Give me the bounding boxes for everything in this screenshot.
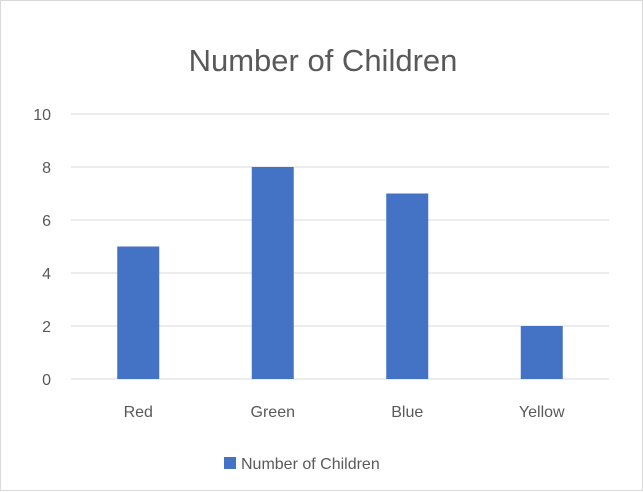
y-tick-label: 0 xyxy=(42,372,51,389)
gridlines xyxy=(71,113,609,380)
x-tick-label: Green xyxy=(251,404,295,421)
x-tick-label: Red xyxy=(124,404,153,421)
legend: Number of Children xyxy=(224,456,380,473)
bars xyxy=(117,167,563,379)
bar-red xyxy=(117,246,160,379)
y-tick-label: 8 xyxy=(42,160,51,177)
x-axis-ticks: Red Green Blue Yellow xyxy=(124,404,565,421)
x-tick-label: Blue xyxy=(391,404,423,421)
y-tick-label: 2 xyxy=(42,319,51,336)
x-tick-label: Yellow xyxy=(519,404,565,421)
legend-swatch xyxy=(224,457,236,469)
bar-blue xyxy=(386,193,429,379)
bar-yellow xyxy=(520,326,563,379)
y-tick-label: 10 xyxy=(33,107,51,124)
legend-label: Number of Children xyxy=(241,456,380,473)
chart-title: Number of Children xyxy=(189,43,458,78)
y-axis-ticks: 0 2 4 6 8 10 xyxy=(33,107,51,389)
bar-green xyxy=(251,167,294,379)
y-tick-label: 4 xyxy=(42,266,51,283)
y-tick-label: 6 xyxy=(42,213,51,230)
